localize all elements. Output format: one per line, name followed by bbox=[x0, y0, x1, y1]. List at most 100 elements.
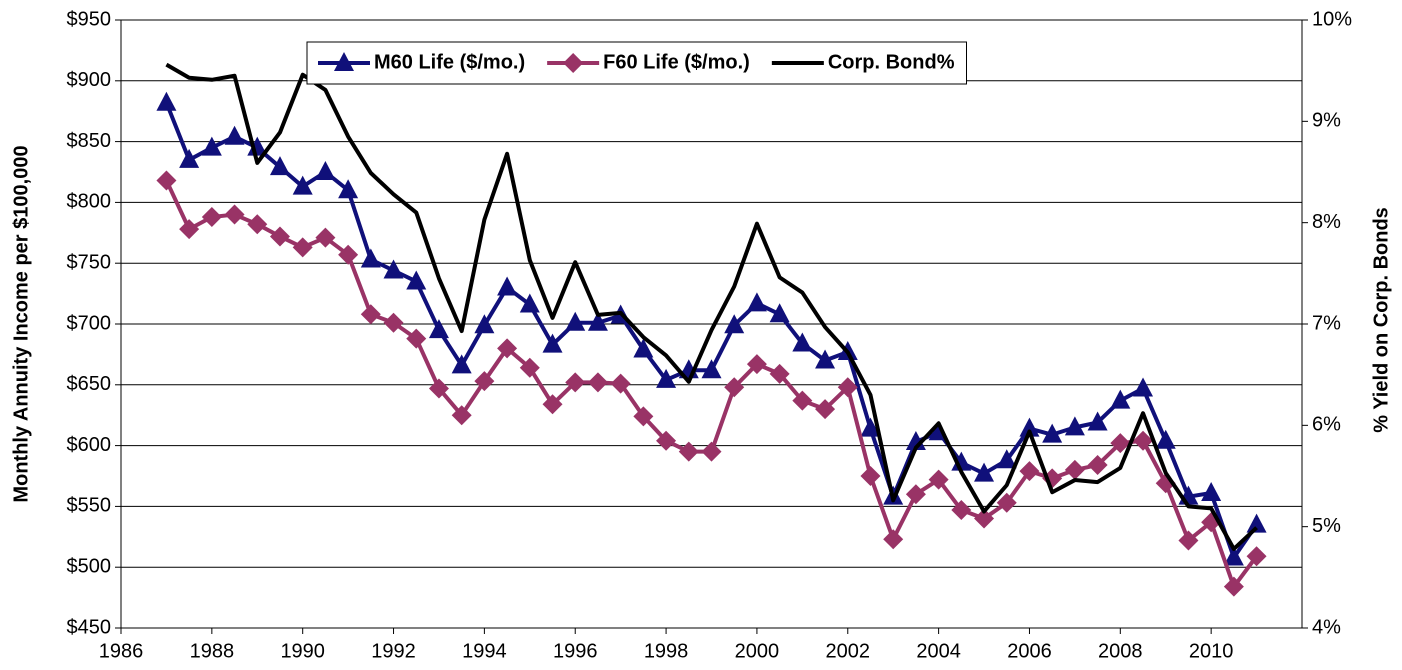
marker bbox=[292, 237, 313, 258]
marker bbox=[497, 338, 518, 359]
x-tick-label: 1996 bbox=[553, 640, 598, 662]
marker bbox=[837, 377, 858, 398]
marker bbox=[156, 170, 177, 191]
marker bbox=[315, 227, 336, 248]
legend-label: M60 Life ($/mo.) bbox=[374, 51, 525, 73]
marker bbox=[1019, 461, 1040, 482]
marker bbox=[701, 441, 722, 462]
marker bbox=[610, 373, 631, 394]
x-tick-label: 1998 bbox=[644, 640, 689, 662]
marker bbox=[565, 311, 586, 331]
marker bbox=[201, 136, 222, 156]
marker bbox=[179, 219, 200, 240]
marker bbox=[1223, 546, 1244, 566]
marker bbox=[156, 91, 177, 111]
y-axis-label: Monthly Annuity Income per $100,000 bbox=[10, 145, 32, 502]
marker bbox=[633, 406, 654, 427]
marker bbox=[474, 371, 495, 392]
marker bbox=[792, 332, 813, 352]
marker bbox=[792, 390, 813, 411]
marker bbox=[338, 179, 359, 199]
marker bbox=[905, 484, 926, 505]
marker bbox=[1201, 482, 1222, 502]
marker bbox=[428, 378, 449, 399]
y-tick-label: $800 bbox=[67, 191, 112, 213]
y-tick-label: $450 bbox=[67, 616, 112, 638]
marker bbox=[769, 363, 790, 384]
marker bbox=[338, 244, 359, 265]
marker bbox=[678, 441, 699, 462]
x-tick-label: 2008 bbox=[1098, 640, 1143, 662]
marker bbox=[360, 304, 381, 325]
y-tick-label: $850 bbox=[67, 130, 112, 152]
marker bbox=[563, 53, 584, 73]
marker bbox=[996, 449, 1017, 469]
marker bbox=[656, 368, 677, 388]
x-tick-label: 2004 bbox=[916, 640, 961, 662]
marker bbox=[334, 52, 354, 71]
marker bbox=[860, 466, 881, 486]
legend-box bbox=[306, 41, 967, 85]
marker bbox=[451, 405, 472, 426]
marker bbox=[292, 175, 313, 195]
y-tick-label: $550 bbox=[67, 495, 112, 517]
marker bbox=[474, 314, 495, 334]
marker bbox=[815, 399, 836, 420]
legend-label: F60 Life ($/mo.) bbox=[603, 51, 750, 73]
x-tick-label: 1990 bbox=[280, 640, 325, 662]
y2-tick-label: 10% bbox=[1312, 8, 1352, 30]
marker bbox=[1178, 530, 1199, 551]
marker bbox=[224, 204, 245, 225]
marker bbox=[1042, 423, 1063, 443]
y2-tick-label: 4% bbox=[1312, 616, 1341, 638]
marker bbox=[1019, 417, 1040, 437]
marker bbox=[656, 430, 677, 451]
marker bbox=[996, 492, 1017, 513]
marker bbox=[497, 276, 518, 296]
marker bbox=[269, 156, 290, 176]
marker bbox=[406, 270, 427, 290]
marker bbox=[951, 500, 972, 521]
marker bbox=[860, 417, 881, 437]
marker bbox=[1246, 513, 1267, 533]
marker bbox=[1087, 411, 1108, 431]
marker bbox=[565, 372, 586, 393]
marker bbox=[769, 303, 790, 323]
y2-tick-label: 5% bbox=[1312, 515, 1341, 537]
series-line bbox=[165, 62, 1258, 551]
x-tick-label: 1994 bbox=[462, 640, 507, 662]
y2-tick-label: 8% bbox=[1312, 211, 1341, 233]
y-tick-label: $750 bbox=[67, 251, 112, 273]
marker bbox=[1223, 576, 1244, 597]
marker bbox=[883, 529, 904, 550]
marker bbox=[360, 248, 381, 268]
marker bbox=[519, 293, 540, 313]
x-tick-label: 2002 bbox=[826, 640, 871, 662]
marker bbox=[406, 328, 427, 349]
marker bbox=[746, 292, 767, 312]
marker bbox=[542, 333, 563, 353]
marker bbox=[724, 377, 745, 398]
x-tick-label: 2000 bbox=[735, 640, 780, 662]
marker bbox=[542, 394, 563, 415]
y2-axis-label: % Yield on Corp. Bonds bbox=[1370, 207, 1392, 433]
marker bbox=[1133, 430, 1154, 451]
marker bbox=[269, 226, 290, 247]
y-tick-label: $700 bbox=[67, 312, 112, 334]
marker bbox=[1064, 416, 1085, 436]
x-tick-label: 1992 bbox=[371, 640, 416, 662]
marker bbox=[383, 312, 404, 333]
marker bbox=[633, 338, 654, 358]
marker bbox=[724, 314, 745, 334]
marker bbox=[1155, 429, 1176, 449]
marker bbox=[315, 161, 336, 180]
plot-frame bbox=[120, 19, 1303, 629]
y-tick-label: $500 bbox=[67, 555, 112, 577]
x-tick-label: 1988 bbox=[190, 640, 235, 662]
marker bbox=[451, 354, 472, 374]
marker bbox=[224, 125, 245, 145]
marker bbox=[247, 214, 268, 235]
marker bbox=[974, 508, 995, 529]
marker bbox=[1064, 459, 1085, 480]
y2-tick-label: 6% bbox=[1312, 414, 1341, 436]
